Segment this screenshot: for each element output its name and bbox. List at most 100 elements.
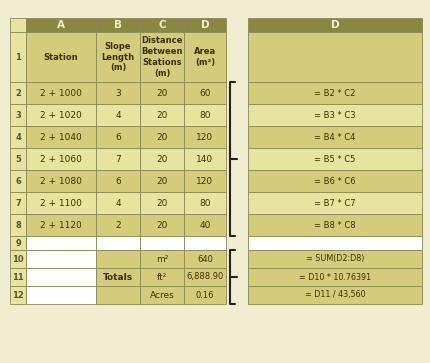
Bar bbox=[26, 192, 96, 214]
Bar bbox=[26, 236, 96, 250]
Text: ft²: ft² bbox=[157, 273, 167, 281]
Bar bbox=[248, 126, 422, 148]
Text: 4: 4 bbox=[15, 132, 21, 142]
Bar bbox=[248, 104, 422, 126]
Text: = B5 * C5: = B5 * C5 bbox=[314, 155, 356, 163]
Text: 40: 40 bbox=[200, 220, 211, 229]
Text: 7: 7 bbox=[115, 155, 121, 163]
Text: 0.16: 0.16 bbox=[196, 290, 214, 299]
Text: 20: 20 bbox=[157, 220, 168, 229]
Bar bbox=[26, 126, 96, 148]
Text: 20: 20 bbox=[157, 155, 168, 163]
Bar bbox=[248, 148, 422, 170]
Bar bbox=[26, 286, 96, 304]
Bar bbox=[184, 250, 226, 268]
Text: 20: 20 bbox=[157, 89, 168, 98]
Bar bbox=[10, 32, 26, 82]
Text: 80: 80 bbox=[199, 199, 211, 208]
Bar bbox=[10, 148, 26, 170]
Bar bbox=[10, 286, 26, 304]
Bar bbox=[26, 82, 96, 104]
Text: A: A bbox=[57, 20, 65, 30]
Text: 2 + 1080: 2 + 1080 bbox=[40, 176, 82, 185]
Text: 2: 2 bbox=[115, 220, 121, 229]
Bar bbox=[184, 214, 226, 236]
Text: = B4 * C4: = B4 * C4 bbox=[314, 132, 356, 142]
Bar bbox=[140, 82, 184, 104]
Text: D: D bbox=[331, 20, 339, 30]
Bar bbox=[26, 268, 96, 286]
Bar bbox=[184, 32, 226, 82]
Bar bbox=[140, 250, 184, 268]
Bar bbox=[96, 32, 140, 82]
Bar bbox=[140, 236, 184, 250]
Text: 12: 12 bbox=[12, 290, 24, 299]
Bar bbox=[10, 192, 26, 214]
Bar bbox=[248, 236, 422, 250]
Bar bbox=[140, 214, 184, 236]
Bar bbox=[184, 82, 226, 104]
Bar bbox=[10, 18, 26, 32]
Bar bbox=[96, 250, 140, 268]
Bar bbox=[184, 268, 226, 286]
Text: 3: 3 bbox=[15, 110, 21, 119]
Text: = D10 * 10.76391: = D10 * 10.76391 bbox=[299, 273, 371, 281]
Text: 7: 7 bbox=[15, 199, 21, 208]
Text: Distance
Between
Stations
(m): Distance Between Stations (m) bbox=[141, 36, 183, 78]
Bar bbox=[184, 148, 226, 170]
Bar bbox=[140, 18, 184, 32]
Text: 4: 4 bbox=[115, 110, 121, 119]
Text: C: C bbox=[158, 20, 166, 30]
Bar bbox=[10, 250, 26, 268]
Text: 20: 20 bbox=[157, 199, 168, 208]
Bar bbox=[10, 104, 26, 126]
Text: 4: 4 bbox=[115, 199, 121, 208]
Bar bbox=[184, 104, 226, 126]
Text: 80: 80 bbox=[199, 110, 211, 119]
Bar bbox=[10, 268, 26, 286]
Bar bbox=[96, 104, 140, 126]
Text: 20: 20 bbox=[157, 110, 168, 119]
Bar bbox=[248, 214, 422, 236]
Bar bbox=[140, 286, 184, 304]
Bar bbox=[184, 236, 226, 250]
Bar bbox=[140, 126, 184, 148]
Text: = B2 * C2: = B2 * C2 bbox=[314, 89, 356, 98]
Text: 3: 3 bbox=[115, 89, 121, 98]
Bar bbox=[96, 82, 140, 104]
Text: 120: 120 bbox=[197, 132, 214, 142]
Bar bbox=[96, 214, 140, 236]
Text: = B8 * C8: = B8 * C8 bbox=[314, 220, 356, 229]
Bar bbox=[248, 268, 422, 286]
Bar bbox=[248, 170, 422, 192]
Text: 2 + 1100: 2 + 1100 bbox=[40, 199, 82, 208]
Text: Area
(m²): Area (m²) bbox=[194, 47, 216, 67]
Bar bbox=[26, 170, 96, 192]
Text: 10: 10 bbox=[12, 254, 24, 264]
Text: 60: 60 bbox=[199, 89, 211, 98]
Bar bbox=[96, 18, 140, 32]
Text: 2: 2 bbox=[15, 89, 21, 98]
Bar bbox=[10, 236, 26, 250]
Bar bbox=[184, 18, 226, 32]
Text: 2 + 1040: 2 + 1040 bbox=[40, 132, 82, 142]
Bar bbox=[248, 250, 422, 268]
Bar bbox=[184, 126, 226, 148]
Text: 120: 120 bbox=[197, 176, 214, 185]
Bar bbox=[26, 104, 96, 126]
Bar bbox=[96, 170, 140, 192]
Bar bbox=[184, 170, 226, 192]
Bar bbox=[248, 286, 422, 304]
Bar bbox=[140, 170, 184, 192]
Bar bbox=[26, 214, 96, 236]
Bar bbox=[26, 148, 96, 170]
Text: = B6 * C6: = B6 * C6 bbox=[314, 176, 356, 185]
Bar bbox=[96, 148, 140, 170]
Text: = B7 * C7: = B7 * C7 bbox=[314, 199, 356, 208]
Text: 20: 20 bbox=[157, 132, 168, 142]
Text: 2 + 1020: 2 + 1020 bbox=[40, 110, 82, 119]
Bar bbox=[96, 286, 140, 304]
Text: 2 + 1120: 2 + 1120 bbox=[40, 220, 82, 229]
Text: 5: 5 bbox=[15, 155, 21, 163]
Text: B: B bbox=[114, 20, 122, 30]
